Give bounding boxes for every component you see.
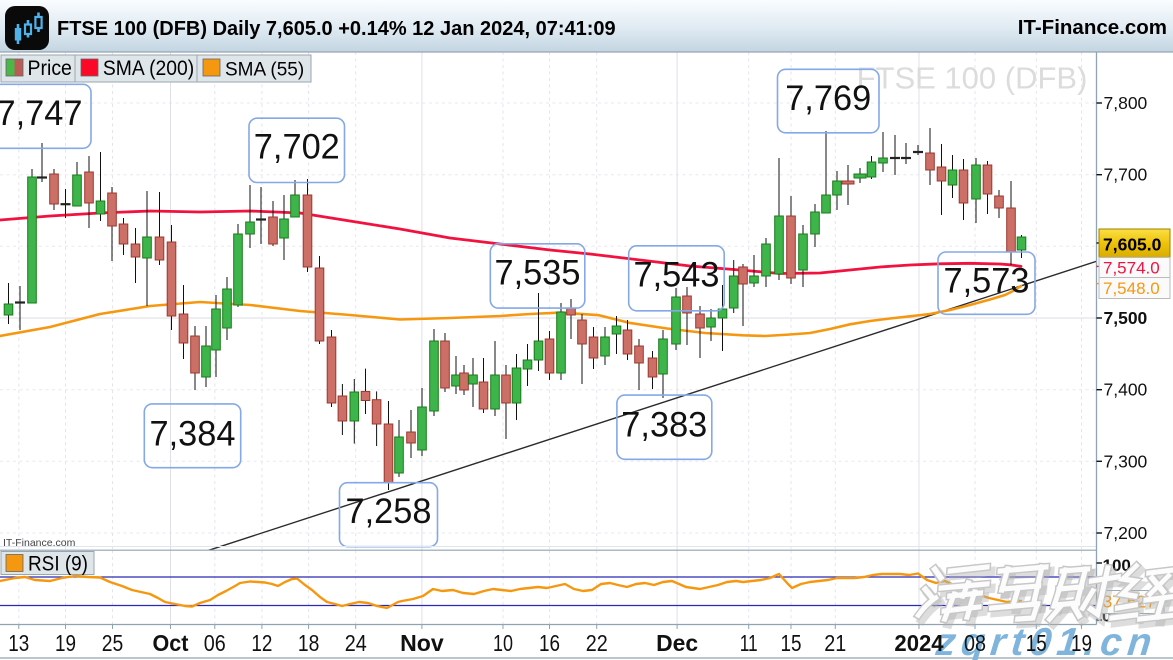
svg-text:10: 10 <box>493 630 513 656</box>
svg-text:15: 15 <box>1026 630 1047 656</box>
svg-text:7,383: 7,383 <box>621 405 707 445</box>
svg-text:08: 08 <box>964 630 986 656</box>
svg-text:13: 13 <box>8 630 29 656</box>
svg-text:18: 18 <box>298 630 320 656</box>
svg-text:15: 15 <box>781 630 802 656</box>
svg-text:SMA (200): SMA (200) <box>103 56 194 80</box>
svg-text:7,702: 7,702 <box>254 127 340 167</box>
svg-text:06: 06 <box>204 630 226 656</box>
svg-text:7,200: 7,200 <box>1104 523 1148 543</box>
svg-text:12: 12 <box>251 630 272 656</box>
svg-text:zqrt01.cn: zqrt01.cn <box>933 621 1159 660</box>
svg-text:7,543: 7,543 <box>634 255 720 295</box>
svg-text:7,573: 7,573 <box>944 261 1030 301</box>
svg-text:25: 25 <box>102 630 124 656</box>
svg-text:7,535: 7,535 <box>495 253 581 293</box>
svg-text:19: 19 <box>55 630 76 656</box>
svg-text:7,258: 7,258 <box>346 491 432 531</box>
svg-text:SMA (55): SMA (55) <box>225 60 304 81</box>
svg-text:2024: 2024 <box>894 630 943 656</box>
svg-text:Price: Price <box>28 56 72 80</box>
svg-text:7,605.0: 7,605.0 <box>1103 235 1162 255</box>
svg-text:7,384: 7,384 <box>150 414 236 454</box>
svg-text:0: 0 <box>1102 607 1111 626</box>
svg-text:7,574.0: 7,574.0 <box>1103 259 1160 278</box>
svg-text:FTSE 100 (DFB): FTSE 100 (DFB) <box>857 61 1088 96</box>
svg-text:7,769: 7,769 <box>785 78 871 118</box>
svg-text:7,747: 7,747 <box>0 93 83 133</box>
svg-text:7,500: 7,500 <box>1104 308 1148 328</box>
svg-text:11: 11 <box>740 630 758 656</box>
svg-text:7,548.0: 7,548.0 <box>1103 279 1160 298</box>
svg-text:24: 24 <box>345 630 367 656</box>
svg-text:7,800: 7,800 <box>1104 93 1148 113</box>
svg-text:IT-Finance.com: IT-Finance.com <box>1018 16 1167 39</box>
svg-text:IT-Finance.com: IT-Finance.com <box>3 537 76 549</box>
svg-text:19: 19 <box>1071 630 1092 656</box>
svg-text:7,300: 7,300 <box>1104 451 1148 471</box>
svg-text:22: 22 <box>586 630 608 656</box>
svg-text:RSI (9): RSI (9) <box>28 553 88 576</box>
svg-text:Nov: Nov <box>400 630 444 656</box>
svg-text:21: 21 <box>824 630 846 656</box>
svg-text:16: 16 <box>539 630 560 656</box>
svg-text:Dec: Dec <box>656 630 698 656</box>
svg-text:FTSE 100 (DFB) Daily 7,605.0 +: FTSE 100 (DFB) Daily 7,605.0 +0.14% 12 J… <box>57 18 616 40</box>
svg-text:7,400: 7,400 <box>1104 380 1148 400</box>
svg-text:7,700: 7,700 <box>1104 165 1148 185</box>
svg-text:Oct: Oct <box>153 630 189 656</box>
